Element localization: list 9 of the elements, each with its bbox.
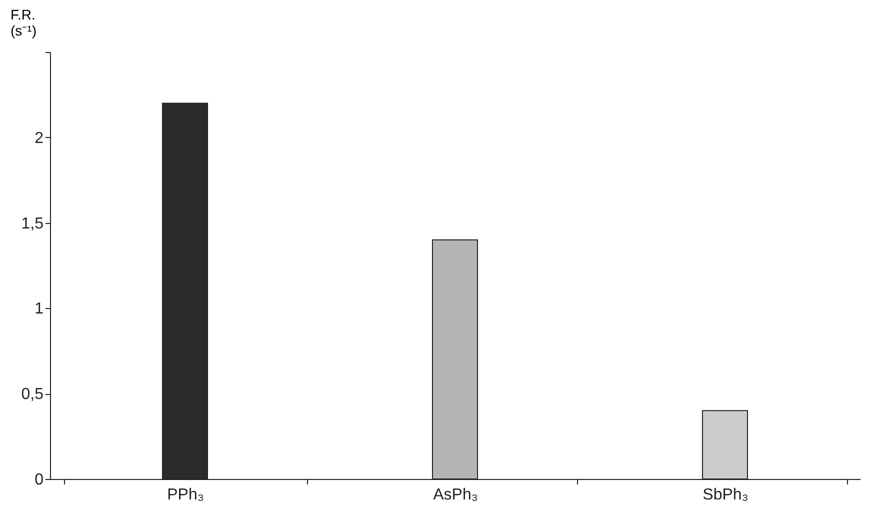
y-axis-title: F.R. (s⁻¹) <box>10 6 36 38</box>
y-tick-label: 1,5 <box>21 215 44 232</box>
x-tick-label: PPh₃ <box>167 486 204 504</box>
x-tick-label: SbPh₃ <box>702 486 748 504</box>
y-tick-label: 1 <box>34 300 44 318</box>
y-tick-label: 2 <box>34 130 44 147</box>
y-tick-label: 0 <box>34 472 44 488</box>
x-tick-label: AsPh₃ <box>433 486 478 504</box>
y-tick-label: 0,5 <box>21 386 44 404</box>
